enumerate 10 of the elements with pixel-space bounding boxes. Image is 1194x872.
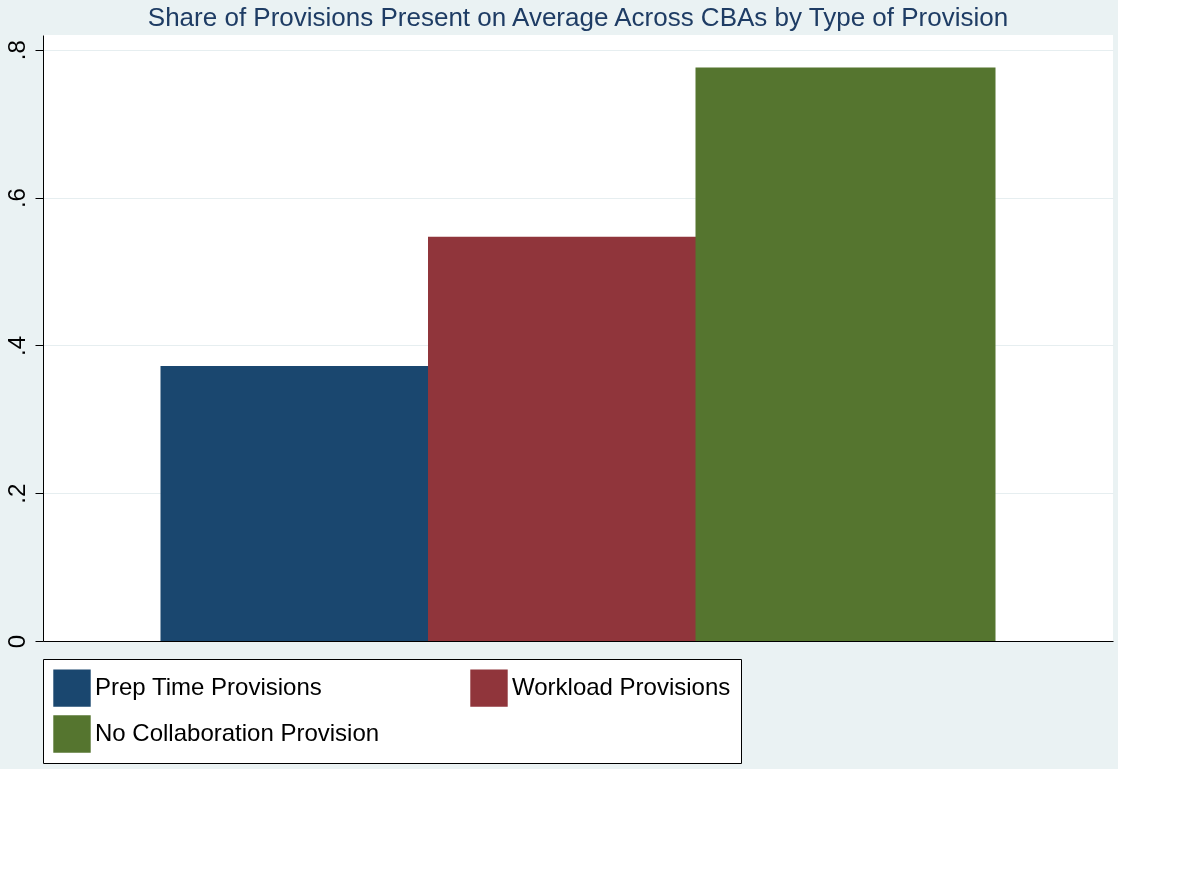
legend-label: Prep Time Provisions: [95, 673, 322, 701]
y-tick-label: .8: [2, 40, 30, 61]
y-tick-label: .4: [2, 335, 30, 356]
bar: [695, 67, 996, 641]
legend-label: Workload Provisions: [512, 673, 731, 701]
legend-label: No Collaboration Provision: [95, 719, 380, 746]
chart-title: Share of Provisions Present on Average Across CBAs by Type of Provision: [147, 2, 1009, 32]
y-tick-label: .2: [2, 483, 30, 504]
y-tick-label: .6: [2, 188, 30, 209]
y-tick-label: 0: [2, 634, 30, 649]
